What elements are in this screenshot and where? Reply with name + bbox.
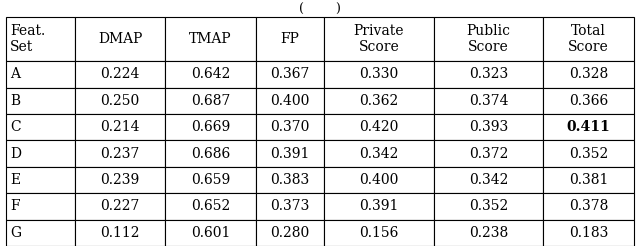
Text: (        ): ( )	[299, 2, 341, 15]
